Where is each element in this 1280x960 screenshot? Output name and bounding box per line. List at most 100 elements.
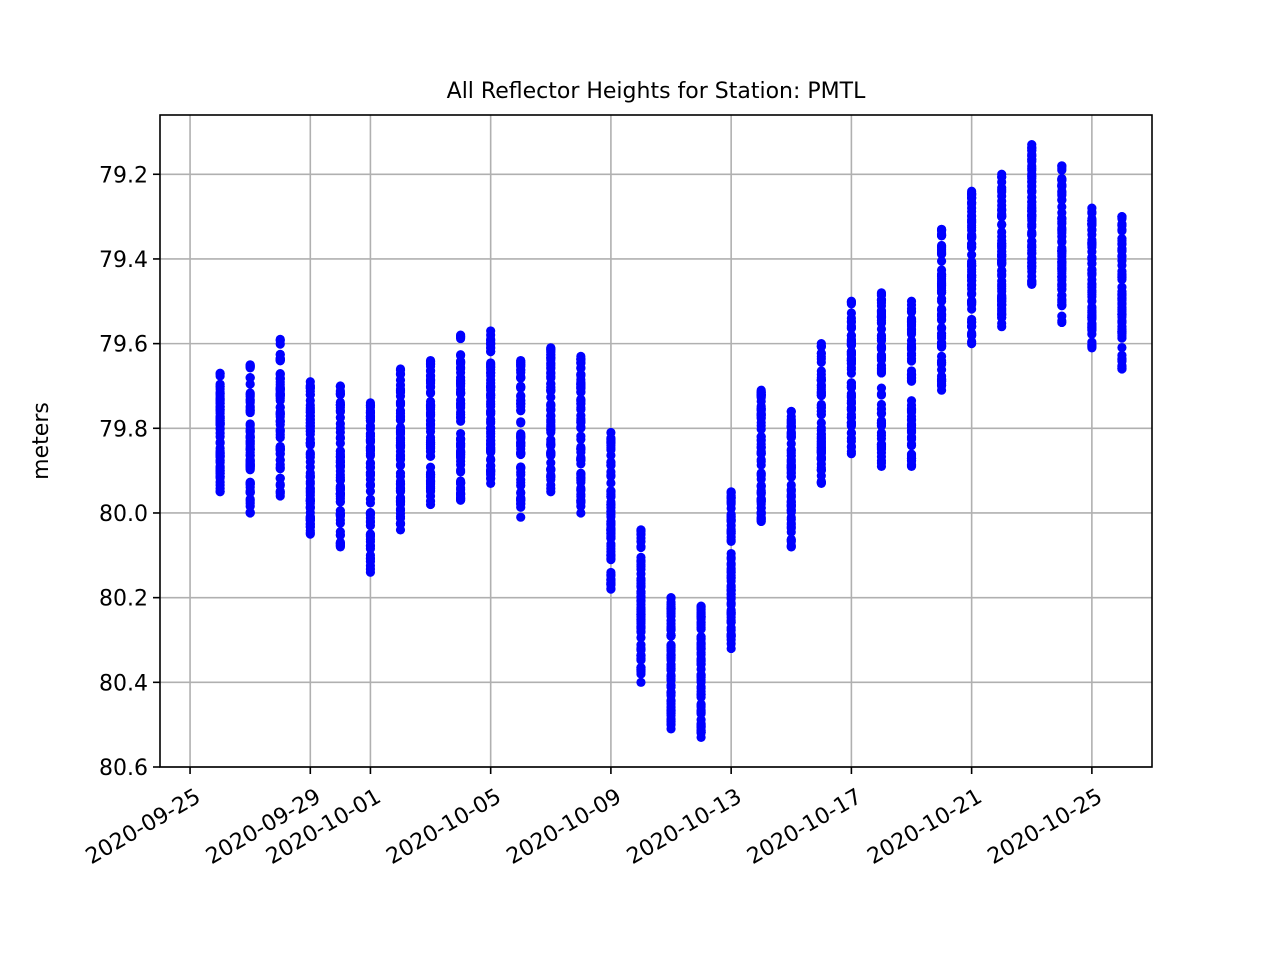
data-point	[1057, 290, 1067, 300]
data-point	[486, 346, 496, 357]
data-point	[726, 514, 736, 524]
data-point	[967, 300, 977, 310]
data-point	[456, 387, 466, 397]
data-point	[816, 423, 826, 433]
data-point	[1057, 163, 1067, 173]
data-point	[906, 434, 917, 444]
data-point	[936, 333, 947, 343]
data-point	[967, 198, 977, 208]
data-point	[726, 584, 736, 594]
data-point	[425, 359, 436, 369]
data-point	[936, 274, 947, 284]
data-point	[486, 435, 496, 445]
data-point	[967, 314, 977, 325]
data-point	[1117, 272, 1127, 282]
data-point	[666, 706, 676, 717]
data-point	[486, 454, 496, 464]
data-point	[1117, 327, 1127, 337]
data-point	[696, 700, 706, 710]
data-point	[576, 394, 586, 404]
data-point	[546, 349, 556, 360]
data-point	[576, 491, 586, 501]
data-point	[666, 687, 676, 698]
data-point	[576, 417, 586, 427]
data-point	[245, 496, 255, 506]
data-point	[576, 485, 586, 495]
data-point	[516, 496, 526, 506]
data-point	[756, 482, 766, 492]
data-point	[1117, 364, 1127, 374]
data-point	[365, 530, 376, 541]
data-point	[456, 460, 466, 470]
data-point	[215, 463, 225, 474]
data-point	[425, 426, 436, 437]
data-point	[365, 516, 376, 526]
data-point	[666, 665, 676, 675]
data-point	[786, 512, 796, 523]
data-point	[335, 406, 345, 416]
data-point	[365, 436, 376, 446]
data-point	[215, 432, 225, 442]
data-point	[275, 383, 285, 394]
data-point	[425, 451, 436, 461]
data-point	[486, 360, 496, 370]
data-point	[726, 526, 736, 536]
data-point	[546, 424, 556, 434]
data-point	[696, 643, 706, 654]
data-point	[606, 437, 616, 447]
data-point	[1087, 282, 1097, 292]
data-point	[275, 377, 285, 387]
data-point	[906, 314, 917, 325]
data-point	[456, 451, 466, 462]
data-point	[516, 477, 526, 488]
data-point	[245, 379, 255, 389]
data-point	[1057, 259, 1067, 269]
data-point	[666, 699, 676, 709]
data-point	[425, 396, 436, 407]
data-point	[425, 444, 436, 454]
data-point	[395, 460, 406, 471]
data-point	[365, 459, 376, 469]
data-point	[876, 367, 887, 377]
data-point	[245, 373, 255, 383]
data-point	[245, 391, 255, 401]
data-point	[335, 438, 345, 448]
data-point	[275, 455, 285, 465]
data-point	[395, 415, 406, 425]
data-point	[997, 293, 1007, 303]
data-point	[606, 492, 616, 502]
data-point	[936, 280, 947, 291]
data-point	[997, 172, 1007, 182]
data-point	[1027, 204, 1037, 214]
data-point	[1087, 239, 1097, 250]
data-point	[997, 310, 1007, 320]
data-point	[1027, 219, 1037, 230]
data-point	[1087, 296, 1097, 306]
data-point	[486, 478, 496, 488]
data-point	[1087, 343, 1097, 353]
data-point	[305, 522, 315, 532]
data-point	[395, 476, 406, 487]
data-point	[546, 399, 556, 409]
data-point	[245, 477, 255, 488]
data-point	[395, 518, 406, 528]
data-point	[696, 725, 706, 735]
data-point	[1027, 187, 1037, 197]
data-point	[546, 472, 556, 482]
data-point	[576, 404, 586, 415]
data-point	[906, 404, 917, 414]
data-point	[696, 692, 706, 702]
data-point	[636, 662, 646, 673]
data-point	[786, 460, 796, 470]
data-point	[606, 584, 616, 594]
data-point	[876, 461, 887, 472]
data-point	[816, 478, 826, 488]
data-point	[846, 362, 856, 373]
data-point	[997, 322, 1007, 332]
data-point	[636, 569, 646, 579]
data-point	[516, 418, 526, 428]
data-point	[876, 336, 887, 346]
data-point	[486, 338, 496, 348]
data-point	[395, 380, 406, 390]
y-tick-label: 79.8	[99, 417, 148, 442]
